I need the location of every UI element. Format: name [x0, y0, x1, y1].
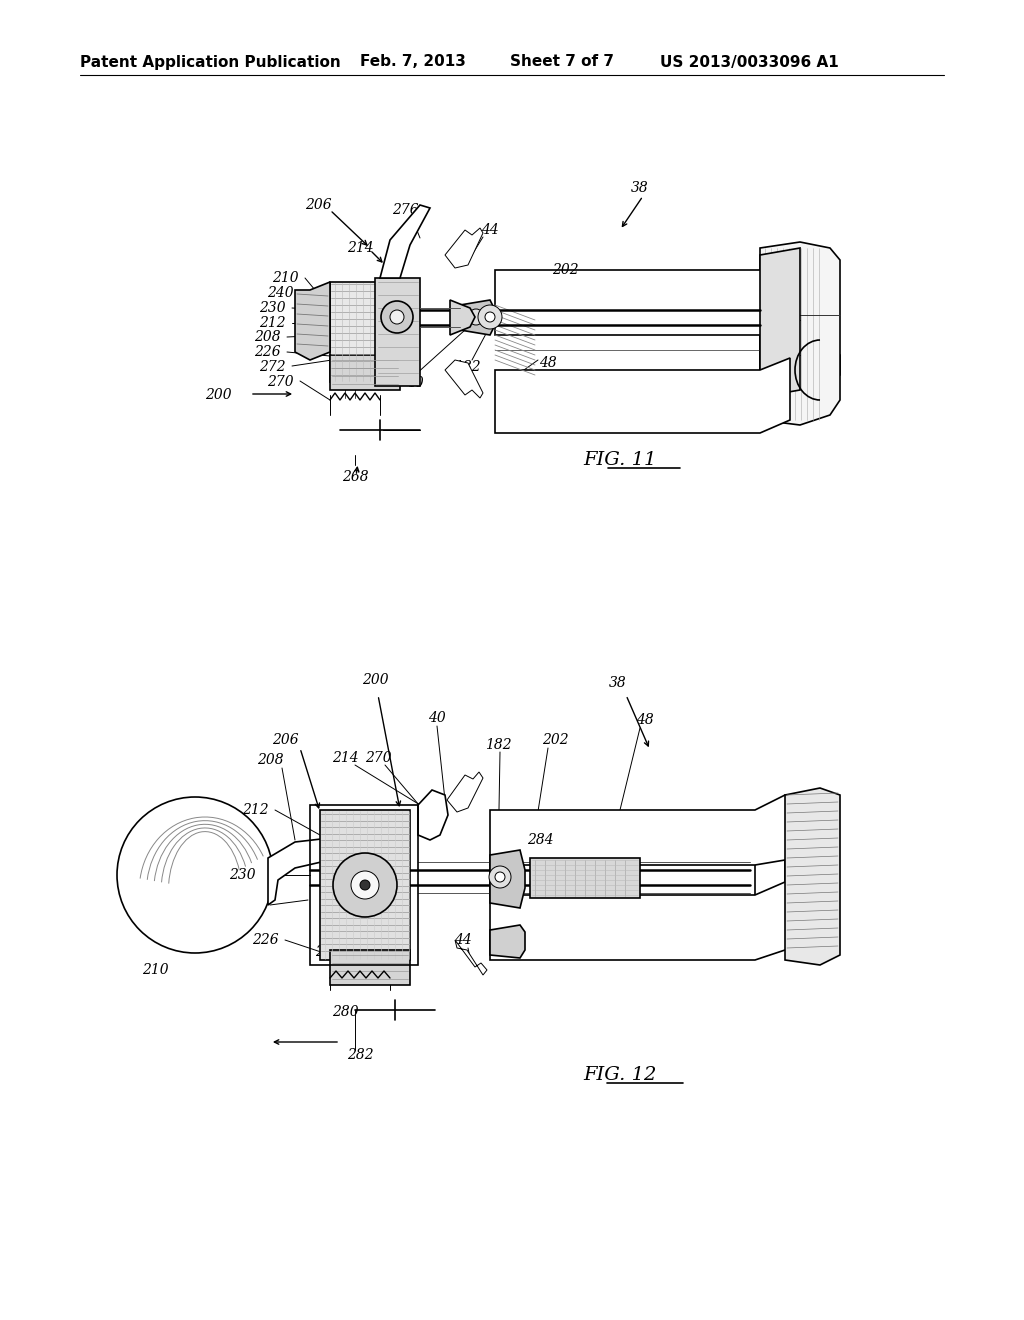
- Polygon shape: [785, 788, 840, 965]
- Text: 202: 202: [552, 263, 579, 277]
- Bar: [330, 950, 410, 985]
- Text: 210: 210: [141, 964, 168, 977]
- Text: Sheet 7 of 7: Sheet 7 of 7: [510, 54, 614, 70]
- Circle shape: [117, 797, 273, 953]
- Circle shape: [489, 866, 511, 888]
- Polygon shape: [295, 282, 330, 360]
- Polygon shape: [760, 242, 840, 425]
- Text: 38: 38: [609, 676, 627, 690]
- Circle shape: [495, 873, 505, 882]
- Text: 40: 40: [407, 376, 424, 389]
- Text: 230: 230: [259, 301, 286, 315]
- Text: 44: 44: [454, 933, 472, 946]
- Text: 48: 48: [539, 356, 557, 370]
- Text: 268: 268: [342, 470, 369, 484]
- Text: 48: 48: [636, 713, 654, 727]
- Text: Feb. 7, 2013: Feb. 7, 2013: [360, 54, 466, 70]
- Text: 240: 240: [266, 286, 293, 300]
- Text: 200: 200: [361, 673, 388, 686]
- Circle shape: [360, 880, 370, 890]
- Polygon shape: [380, 205, 430, 279]
- Text: 182: 182: [454, 360, 480, 374]
- Circle shape: [468, 309, 484, 325]
- Circle shape: [390, 310, 404, 323]
- Polygon shape: [450, 300, 475, 335]
- Circle shape: [333, 853, 397, 917]
- Polygon shape: [490, 882, 800, 960]
- Text: 230: 230: [228, 869, 255, 882]
- Text: 206: 206: [271, 733, 298, 747]
- Text: 296: 296: [314, 945, 341, 960]
- Polygon shape: [760, 248, 800, 397]
- Circle shape: [351, 871, 379, 899]
- Text: FIG. 11: FIG. 11: [584, 451, 656, 469]
- Text: 40: 40: [428, 711, 445, 725]
- Bar: [330, 355, 400, 389]
- Polygon shape: [445, 360, 483, 399]
- Text: 280: 280: [332, 1005, 358, 1019]
- Text: 182: 182: [484, 738, 511, 752]
- Text: 226: 226: [254, 345, 281, 359]
- Polygon shape: [490, 795, 800, 865]
- Text: 214: 214: [332, 751, 358, 766]
- Text: 270: 270: [266, 375, 293, 389]
- Text: 214: 214: [347, 242, 374, 255]
- Text: 276: 276: [392, 203, 419, 216]
- Text: 200: 200: [205, 388, 231, 403]
- Text: 212: 212: [242, 803, 268, 817]
- Text: 44: 44: [481, 223, 499, 238]
- Circle shape: [381, 301, 413, 333]
- Bar: [375, 279, 420, 385]
- Circle shape: [478, 305, 502, 329]
- Text: 212: 212: [259, 315, 286, 330]
- Bar: [310, 805, 418, 965]
- Text: 38: 38: [631, 181, 649, 195]
- Polygon shape: [490, 850, 525, 908]
- Polygon shape: [445, 228, 483, 268]
- Text: 208: 208: [257, 752, 284, 767]
- Text: 270: 270: [365, 751, 391, 766]
- Polygon shape: [268, 838, 330, 906]
- Text: 284: 284: [526, 833, 553, 847]
- Text: 226: 226: [252, 933, 279, 946]
- Text: 210: 210: [271, 271, 298, 285]
- Polygon shape: [460, 300, 495, 335]
- Bar: [319, 810, 410, 960]
- Bar: [330, 282, 400, 381]
- Polygon shape: [760, 335, 840, 397]
- Text: US 2013/0033096 A1: US 2013/0033096 A1: [660, 54, 839, 70]
- Text: 208: 208: [254, 330, 281, 345]
- Polygon shape: [455, 940, 487, 975]
- Text: 272: 272: [259, 360, 286, 374]
- Text: FIG. 12: FIG. 12: [584, 1067, 656, 1084]
- Polygon shape: [490, 925, 525, 958]
- Polygon shape: [495, 255, 790, 335]
- Polygon shape: [495, 358, 790, 433]
- Text: 282: 282: [347, 1048, 374, 1063]
- Bar: [530, 858, 640, 898]
- Text: 202: 202: [542, 733, 568, 747]
- Polygon shape: [418, 789, 449, 840]
- Text: Patent Application Publication: Patent Application Publication: [80, 54, 341, 70]
- Circle shape: [485, 312, 495, 322]
- Text: 206: 206: [305, 198, 332, 213]
- Polygon shape: [447, 772, 483, 812]
